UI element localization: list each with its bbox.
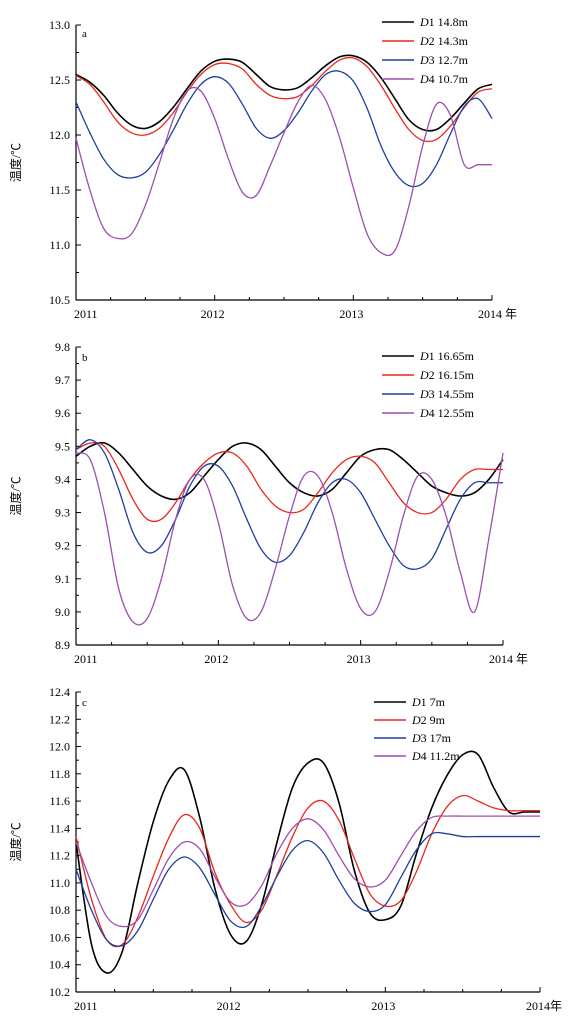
panel-b: 8.9 9.0 9.1 9.2 9.3 9.4 9.5 9.6 9.7 9.8 2011 2012 20… (8, 340, 528, 666)
x-tick-label: 2013 (371, 999, 395, 1013)
panel-c: 10.2 10.4 10.6 10.8 11.0 11.2 11.4 11.6 11.8 12.0… (8, 685, 562, 1013)
series-line-d2 (75, 442, 503, 523)
legend-entry-d3: D3 12.7m (419, 53, 469, 67)
series-line-d2 (75, 56, 493, 143)
legend-entry-d3: D3 17m (411, 731, 452, 745)
x-tick-label: 2013 (339, 307, 363, 321)
y-tick-label: 9.2 (55, 539, 70, 553)
x-tick-label: 2012 (204, 652, 228, 666)
legend-entry-d4: D4 11.2m (411, 749, 460, 763)
panel-a: 10.5 11.0 11.5 12.0 12.5 13.0 2011 2012 2013 2014… (8, 15, 517, 321)
y-tick-label: 10.8 (49, 903, 70, 917)
series-line-d4 (75, 815, 540, 928)
y-tick-label: 9.3 (55, 506, 70, 520)
legend-entry-d2: D2 14.3m (419, 34, 469, 48)
y-tick-label: 10.4 (49, 958, 70, 972)
x-tick-label: 2012 (217, 999, 241, 1013)
y-axis-title: 温度/℃ (8, 822, 23, 861)
y-tick-label: 9.0 (55, 605, 70, 619)
series-line-d4 (75, 452, 504, 626)
x-tick-label: 2014 年 (478, 307, 517, 321)
x-tick-label: 2011 (74, 652, 98, 666)
y-tick-label: 12.4 (49, 685, 70, 699)
y-tick-label: 11.8 (49, 767, 70, 781)
x-tick-label: 2014年 (526, 999, 562, 1013)
legend-entry-d2: D2 16.15m (419, 368, 475, 382)
legend-entry-d4: D4 12.55m (419, 406, 475, 420)
y-tick-label: 12.5 (49, 73, 70, 87)
y-tick-label: 10.6 (49, 930, 70, 944)
y-tick-label: 12.2 (49, 712, 70, 726)
series-line-d1 (75, 750, 540, 974)
y-tick-label: 10.5 (49, 293, 70, 307)
x-tick-label: 2012 (201, 307, 225, 321)
y-tick-label: 11.0 (49, 876, 70, 890)
panel-letter: b (82, 352, 88, 364)
series-line-d3 (75, 439, 503, 570)
series-line-d4 (75, 84, 492, 257)
y-tick-label: 12.0 (49, 128, 70, 142)
y-tick-label: 9.4 (55, 472, 70, 486)
y-tick-label: 8.9 (55, 638, 70, 652)
y-tick-label: 11.0 (49, 238, 70, 252)
y-tick-label: 11.6 (49, 794, 70, 808)
legend-entry-d4: D4 10.7m (419, 72, 469, 86)
y-tick-label: 9.7 (55, 373, 70, 387)
series-line-d3 (75, 70, 493, 188)
series-line-d1 (75, 54, 493, 132)
y-tick-label: 11.2 (49, 849, 70, 863)
x-tick-label: 2011 (74, 307, 98, 321)
legend-entry-d1: D1 16.65m (419, 349, 475, 363)
y-tick-label: 12.0 (49, 740, 70, 754)
y-axis-title: 温度/℃ (8, 476, 23, 515)
legend-entry-d3: D3 14.55m (419, 387, 475, 401)
x-tick-label: 2014 年 (489, 652, 528, 666)
y-tick-label: 10.2 (49, 985, 70, 999)
y-tick-label: 9.8 (55, 340, 70, 354)
y-axis-title: 温度/℃ (8, 143, 23, 182)
y-tick-label: 9.5 (55, 439, 70, 453)
series-line-d3 (75, 831, 540, 947)
y-tick-label: 9.1 (55, 572, 70, 586)
y-tick-label: 11.4 (49, 821, 70, 835)
y-tick-label: 13.0 (49, 18, 70, 32)
series-line-d1 (75, 441, 504, 501)
legend-entry-d2: D2 9m (411, 713, 446, 727)
y-tick-label: 9.6 (55, 406, 70, 420)
legend-entry-d1: D1 7m (411, 695, 446, 709)
x-tick-label: 2013 (347, 652, 371, 666)
x-tick-label: 2011 (74, 999, 98, 1013)
panel-letter: c (82, 697, 87, 709)
y-tick-label: 11.5 (49, 183, 70, 197)
panel-letter: a (82, 28, 87, 40)
series-line-d2 (75, 794, 540, 948)
legend-entry-d1: D1 14.8m (419, 15, 469, 29)
